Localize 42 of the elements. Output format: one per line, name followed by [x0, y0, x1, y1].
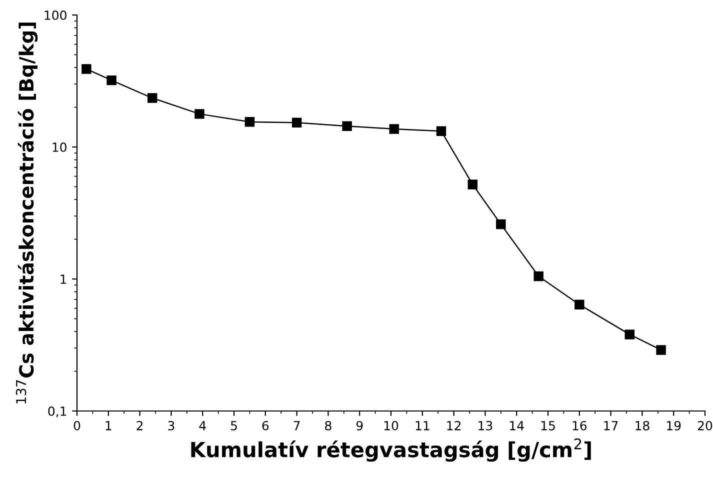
x-tick-label: 1	[106, 421, 112, 430]
x-tick-label: 12	[447, 420, 460, 430]
x-tick-label: 4	[199, 421, 206, 430]
point	[148, 93, 158, 103]
point	[534, 271, 544, 282]
y-axis-title: $^{137}$Cs aktivitáskoncentráció [Bq/kg]	[16, 22, 38, 404]
y-tick-label: 0,1	[48, 406, 66, 418]
x-tick-label: 6	[262, 420, 269, 430]
x-tick-label: 5	[230, 421, 237, 430]
x-tick-label: 18	[636, 420, 650, 430]
y-tick-label: 1	[60, 274, 66, 284]
x-tick-label: 11	[416, 421, 430, 430]
point	[574, 300, 584, 310]
point	[342, 121, 352, 131]
point	[496, 219, 506, 230]
point	[389, 124, 399, 134]
point	[82, 64, 92, 74]
x-tick-label: 2	[136, 420, 143, 430]
point	[468, 180, 478, 190]
x-tick-label: 15	[541, 421, 555, 430]
x-tick-label: 9	[356, 420, 363, 430]
x-tick-label: 17	[604, 421, 618, 430]
x-tick-label: 13	[478, 420, 492, 430]
point	[194, 109, 204, 119]
point	[656, 345, 666, 355]
x-tick-label: 10	[384, 420, 398, 430]
x-tick-label: 16	[572, 420, 587, 430]
x-tick-label: 3	[168, 420, 174, 430]
point	[624, 330, 634, 340]
x-tick-label: 19	[667, 420, 681, 430]
x-tick-label: 8	[325, 420, 332, 430]
x-axis-title: Kumulatív rétegvastagság [g/cm$^{2}$]	[191, 438, 591, 462]
point	[436, 126, 446, 136]
x-tick-label: 14	[510, 421, 524, 430]
point	[106, 75, 116, 86]
x-tick-label: 7	[294, 421, 300, 430]
point	[292, 118, 302, 128]
x-tick-label: 0	[74, 420, 80, 430]
y-tick-label: 10	[52, 142, 66, 152]
point	[244, 117, 255, 127]
y-tick-label: 100	[44, 10, 66, 20]
x-tick-label: 20	[698, 420, 712, 430]
